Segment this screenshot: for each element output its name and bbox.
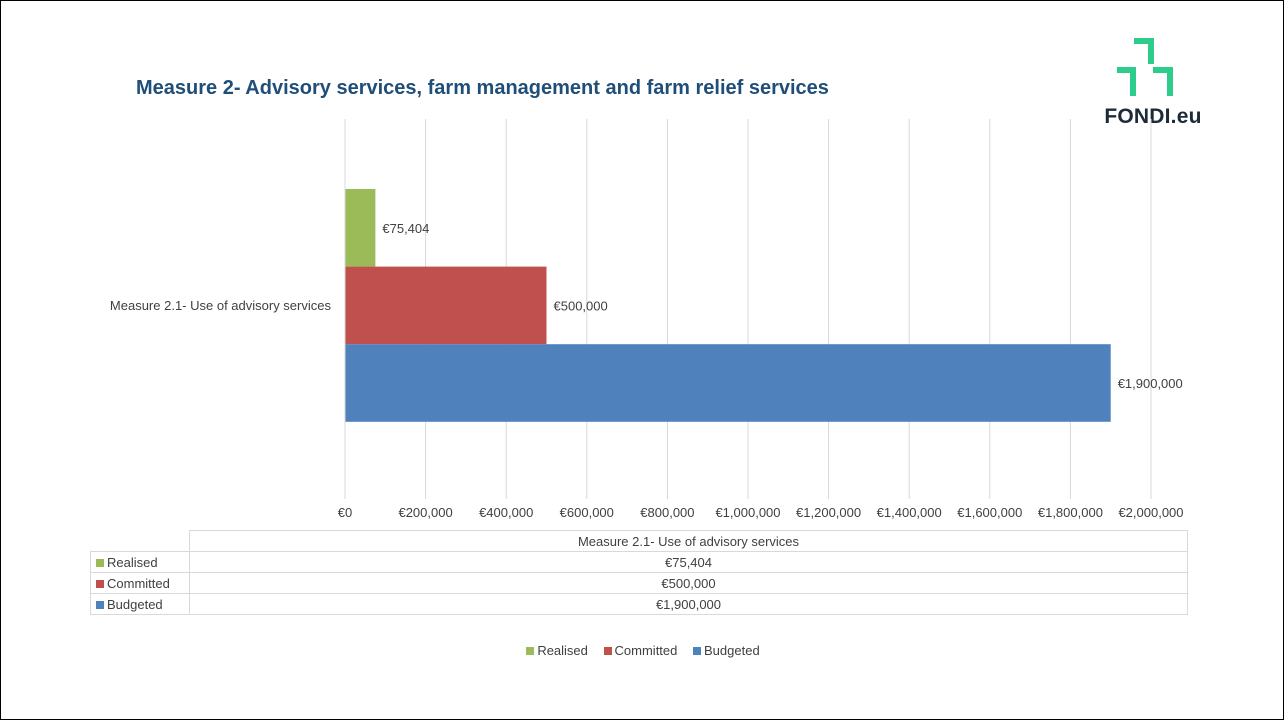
data-table-cell: €1,900,000 — [189, 593, 1188, 615]
data-table-row-name: Realised — [107, 554, 158, 570]
committed-swatch — [96, 579, 104, 588]
x-tick-label: €1,200,000 — [796, 505, 861, 520]
data-table-row-head: Committed — [90, 572, 190, 594]
bar-budgeted — [345, 344, 1111, 422]
x-tick-label: €0 — [338, 505, 352, 520]
bar-realised — [345, 189, 376, 267]
x-tick-label: €800,000 — [640, 505, 694, 520]
x-tick-label: €600,000 — [560, 505, 614, 520]
data-table-row-head: Budgeted — [90, 593, 190, 615]
bar-committed — [345, 266, 547, 345]
x-tick-label: €400,000 — [479, 505, 533, 520]
legend-label: Committed — [614, 643, 678, 658]
x-tick-label: €1,600,000 — [957, 505, 1022, 520]
x-tick-label: €1,400,000 — [877, 505, 942, 520]
fondi-logo-mark-icon — [1117, 38, 1173, 96]
data-table-row-name: Budgeted — [107, 596, 163, 612]
legend-swatch — [603, 647, 612, 655]
data-table: Measure 2.1- Use of advisory services Re… — [90, 530, 1188, 615]
data-table-row: Committed €500,000 — [90, 572, 1188, 594]
legend-label: Budgeted — [704, 643, 760, 658]
data-table-row: Budgeted €1,900,000 — [90, 593, 1188, 615]
fondi-logo: FONDI.eu — [1093, 37, 1213, 137]
x-tick-label: €200,000 — [398, 505, 452, 520]
legend: Realised Committed Budgeted — [1, 643, 1284, 658]
legend-swatch — [526, 647, 535, 655]
chart-title: Measure 2- Advisory services, farm manag… — [136, 77, 829, 99]
data-table-row-head: Realised — [90, 551, 190, 573]
data-label: €75,404 — [382, 221, 429, 236]
data-table-cell: €500,000 — [189, 572, 1188, 594]
realised-swatch — [96, 558, 104, 567]
x-tick-label: €1,800,000 — [1038, 505, 1103, 520]
x-tick-label: €1,000,000 — [715, 505, 780, 520]
data-table-row-name: Committed — [107, 575, 170, 591]
x-tick-label: €2,000,000 — [1118, 505, 1183, 520]
fondi-logo-text: FONDI.eu — [1104, 105, 1202, 128]
category-label: Measure 2.1- Use of advisory services — [109, 298, 331, 313]
data-label: €1,900,000 — [1118, 376, 1183, 391]
data-label: €500,000 — [554, 298, 608, 313]
data-table-row: Realised €75,404 — [90, 551, 1188, 573]
legend-item-budgeted: Budgeted — [693, 643, 760, 658]
legend-item-committed: Committed — [603, 643, 678, 658]
data-table-header-row: Measure 2.1- Use of advisory services — [90, 530, 1188, 552]
data-table-header: Measure 2.1- Use of advisory services — [189, 530, 1188, 552]
legend-label: Realised — [537, 643, 588, 658]
budgeted-swatch — [96, 600, 104, 609]
data-table-cell: €75,404 — [189, 551, 1188, 573]
legend-swatch — [693, 647, 702, 655]
data-table-corner — [90, 530, 190, 552]
legend-item-realised: Realised — [526, 643, 588, 658]
